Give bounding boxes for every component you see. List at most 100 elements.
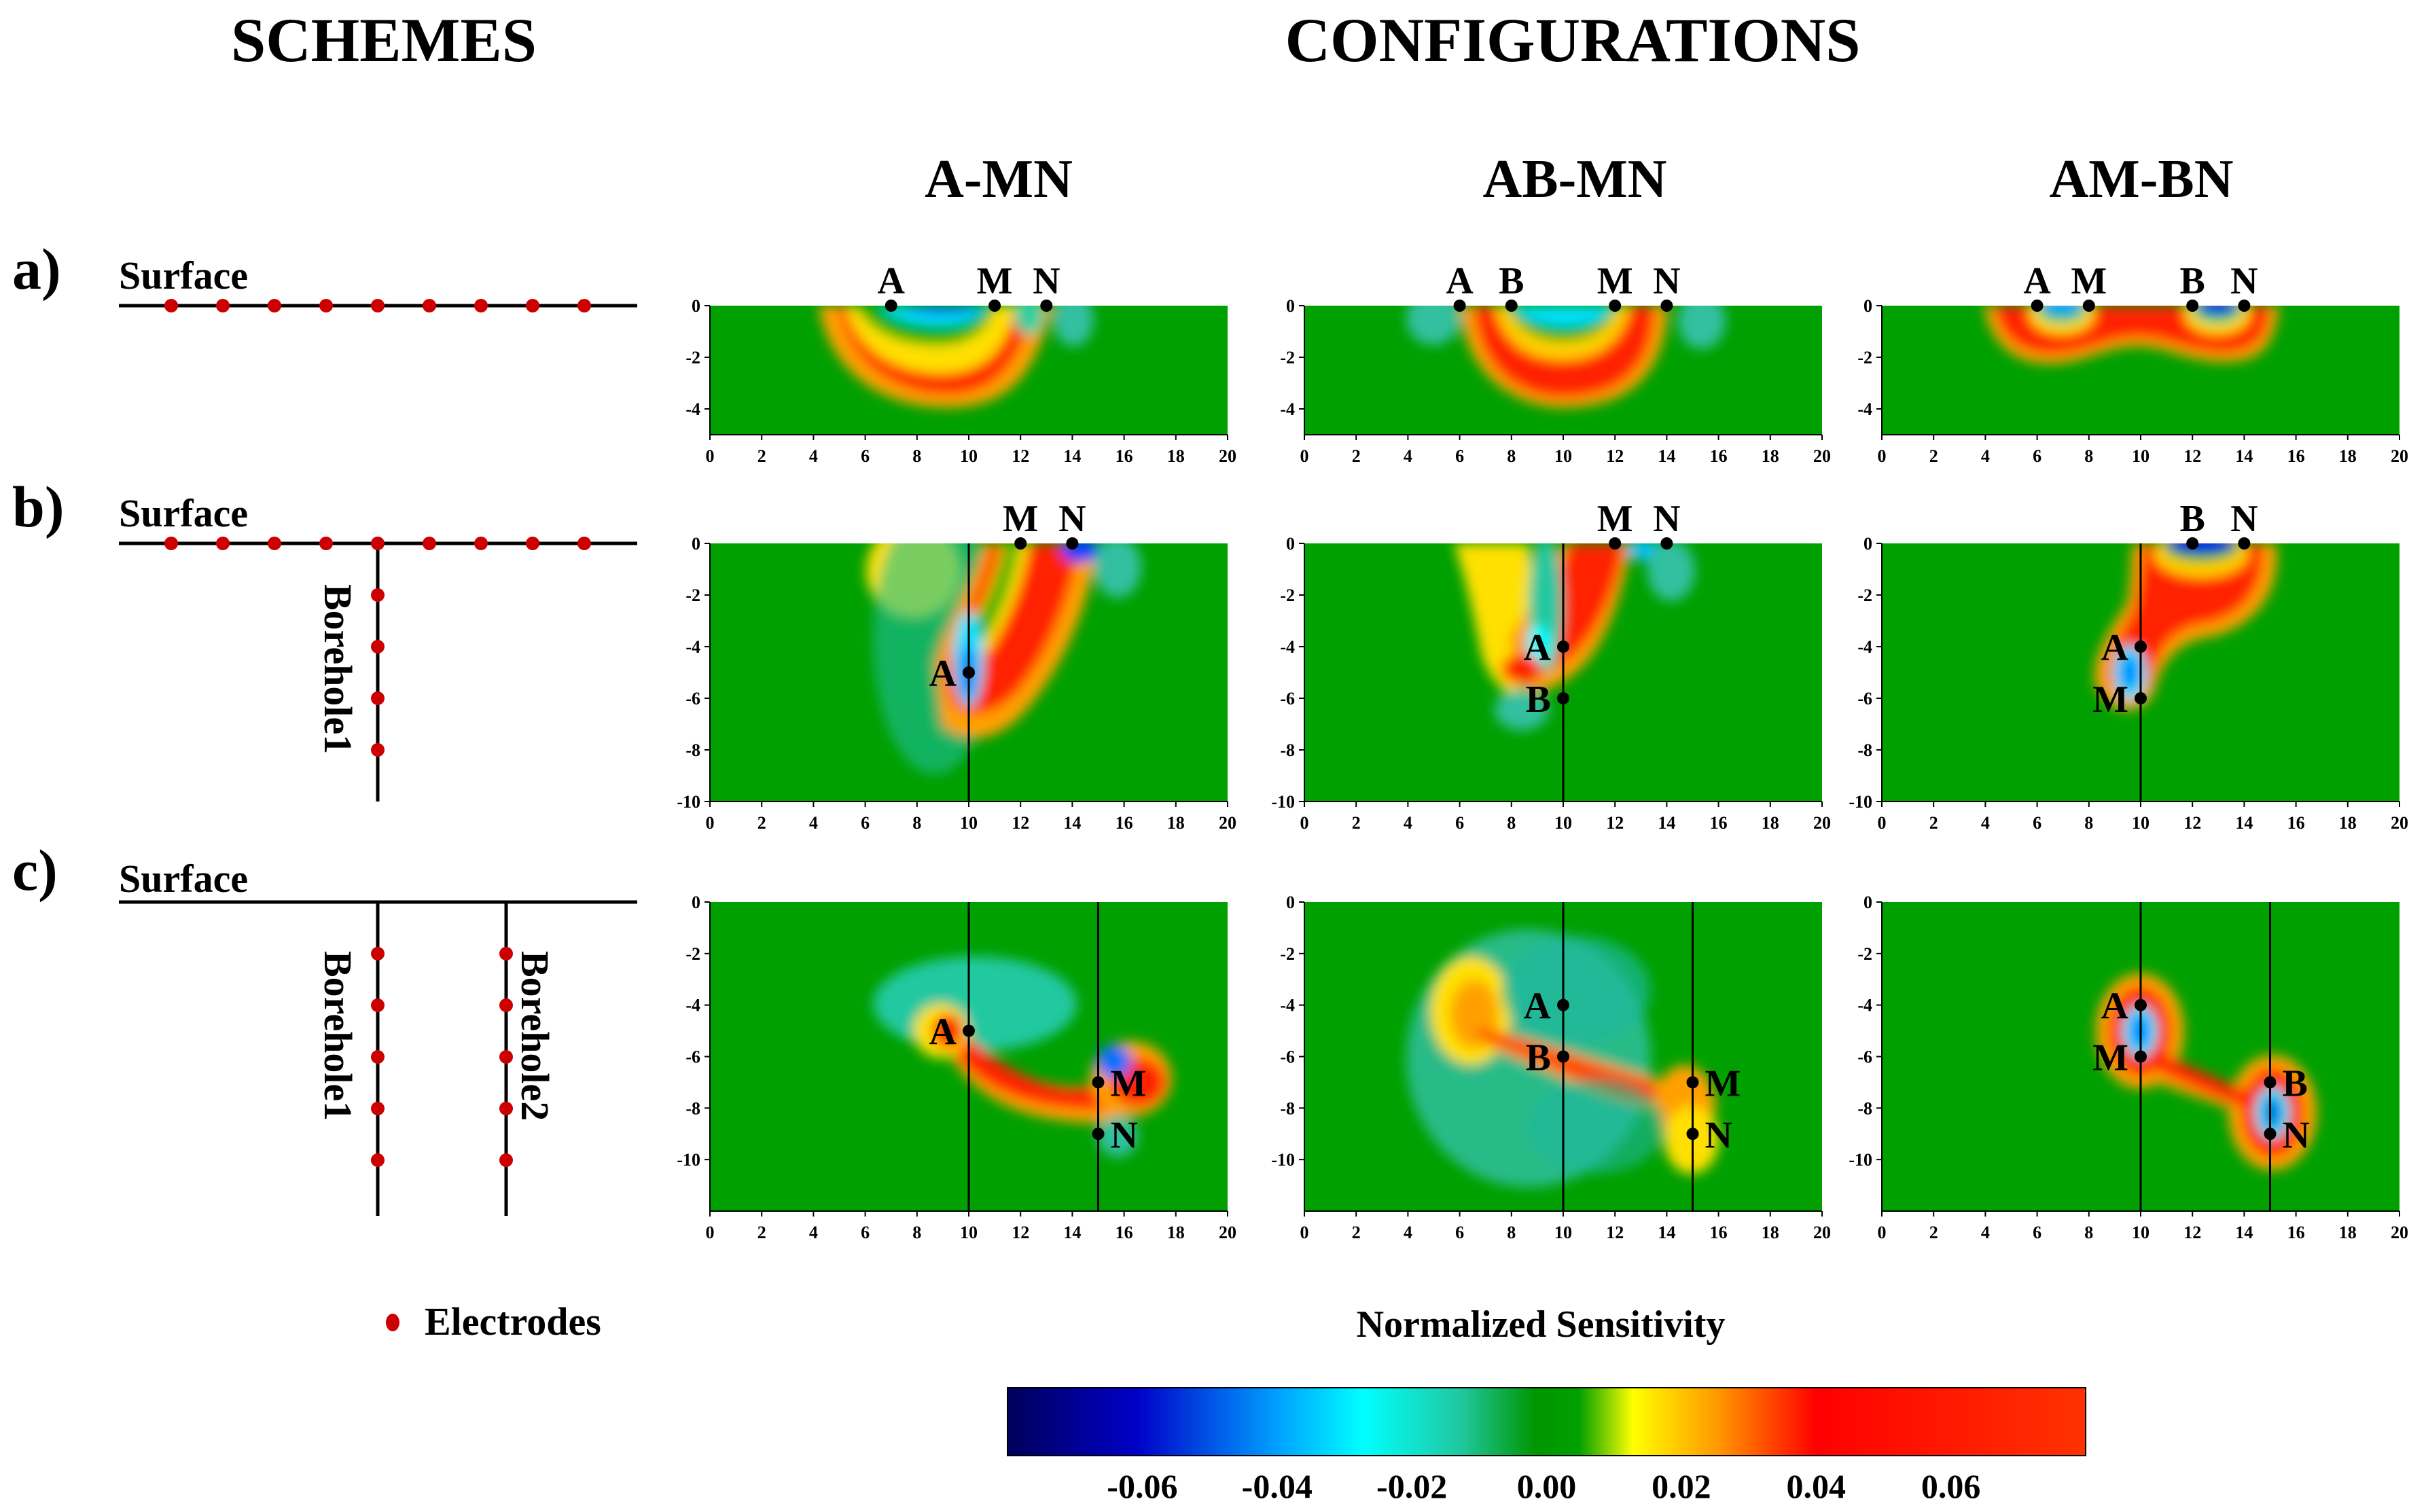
electrode-column-c bbox=[371, 947, 513, 1167]
y-tick-label: -2 bbox=[685, 348, 700, 367]
row-label-c: c) bbox=[12, 838, 58, 903]
electrode-label-N: N bbox=[1111, 1114, 1138, 1156]
x-tick-label: 14 bbox=[1658, 813, 1675, 833]
x-tick-label: 20 bbox=[2391, 1223, 2408, 1242]
y-tick-label: -4 bbox=[1280, 637, 1295, 657]
x-tick-label: 10 bbox=[1554, 446, 1572, 466]
y-tick-label: -2 bbox=[1280, 348, 1295, 367]
y-tick-label: -6 bbox=[1280, 689, 1295, 708]
x-tick-label: 18 bbox=[1167, 813, 1185, 833]
x-tick-label: 4 bbox=[1404, 446, 1412, 466]
plot-overlay-c-ab-mn: 0 2 4 6 8 10 12 14 16 18 20 0 -2 -4 -6 -8 -10 AB MN bbox=[1271, 893, 1831, 1242]
x-tick-label: 18 bbox=[1762, 813, 1779, 833]
y-tick-label: 0 bbox=[692, 893, 700, 912]
x-tick-label: 16 bbox=[1710, 1223, 1728, 1242]
y-tick-label: -6 bbox=[1857, 1047, 1872, 1067]
electrode-A bbox=[2135, 641, 2147, 653]
x-tick-label: 4 bbox=[1981, 446, 1990, 466]
x-tick-label: 10 bbox=[960, 813, 978, 833]
electrode-label-M: M bbox=[1705, 1062, 1741, 1104]
electrode-A bbox=[963, 1024, 975, 1037]
colorbar-tick-label: -0.06 bbox=[1107, 1467, 1177, 1505]
x-tick-label: 16 bbox=[1116, 813, 1133, 833]
scheme-b: Surface Borehole1 bbox=[119, 491, 637, 802]
x-tick-label: 6 bbox=[861, 813, 870, 833]
electrode-B bbox=[2186, 300, 2199, 312]
y-tick-label: -6 bbox=[1280, 1047, 1295, 1067]
electrode-M bbox=[1686, 1076, 1699, 1089]
y-tick-label: -8 bbox=[685, 1098, 700, 1118]
y-tick-label: -8 bbox=[1280, 740, 1295, 760]
electrode-A bbox=[1557, 641, 1569, 653]
electrode-label-A: A bbox=[2101, 986, 2129, 1028]
electrode-M bbox=[1609, 537, 1622, 550]
y-tick-label: -6 bbox=[685, 689, 700, 708]
x-tick-label: 8 bbox=[2084, 813, 2093, 833]
x-tick-label: 14 bbox=[1658, 446, 1675, 466]
x-tick-label: 6 bbox=[2033, 446, 2041, 466]
y-tick-label: 0 bbox=[1863, 534, 1872, 554]
electrode-B bbox=[1557, 1050, 1569, 1063]
electrode-label-A: A bbox=[1446, 260, 1474, 302]
x-tick-label: 0 bbox=[1878, 446, 1887, 466]
x-tick-label: 12 bbox=[1012, 813, 1029, 833]
plot-overlay-b-am-bn: 0 2 4 6 8 10 12 14 16 18 20 0 -2 -4 -6 -8 -10 B N AM bbox=[1849, 498, 2408, 833]
y-tick-label: 0 bbox=[692, 296, 700, 316]
electrode-label-M: M bbox=[1597, 260, 1633, 302]
y-tick-label: 0 bbox=[1863, 893, 1872, 912]
electrode-N bbox=[1686, 1128, 1699, 1140]
x-tick-label: 6 bbox=[861, 446, 870, 466]
x-tick-label: 4 bbox=[1404, 813, 1412, 833]
y-tick-label: -2 bbox=[1280, 944, 1295, 964]
x-tick-label: 10 bbox=[1554, 1223, 1572, 1242]
x-tick-label: 10 bbox=[2132, 446, 2149, 466]
electrode-B bbox=[1557, 692, 1569, 704]
y-tick-label: -4 bbox=[685, 637, 700, 657]
electrode-label-A: A bbox=[877, 260, 905, 302]
y-tick-label: 0 bbox=[1286, 296, 1295, 316]
x-tick-label: 16 bbox=[1710, 446, 1728, 466]
electrode-M bbox=[2135, 692, 2147, 704]
x-tick-label: 0 bbox=[706, 1223, 715, 1242]
x-tick-label: 6 bbox=[1455, 446, 1464, 466]
electrode-marker-icon bbox=[386, 1314, 399, 1331]
scheme-a: Surface bbox=[119, 253, 637, 312]
electrode-label-M: M bbox=[1111, 1062, 1147, 1104]
surface-label-a: Surface bbox=[119, 253, 248, 298]
colorbar-tick-label: -0.04 bbox=[1242, 1467, 1313, 1505]
x-tick-label: 20 bbox=[1813, 813, 1831, 833]
y-tick-label: -8 bbox=[685, 740, 700, 760]
x-tick-label: 6 bbox=[1455, 813, 1464, 833]
x-tick-label: 2 bbox=[757, 446, 766, 466]
electrode-B bbox=[2186, 537, 2199, 550]
y-tick-label: -8 bbox=[1857, 1098, 1872, 1118]
x-tick-label: 12 bbox=[2183, 813, 2201, 833]
y-tick-label: -4 bbox=[1280, 399, 1295, 419]
y-tick-label: -2 bbox=[685, 944, 700, 964]
y-tick-label: -6 bbox=[1857, 689, 1872, 708]
panel-a-amn bbox=[710, 306, 1228, 435]
y-tick-label: -4 bbox=[1857, 996, 1872, 1015]
x-tick-label: 0 bbox=[1878, 1223, 1887, 1242]
x-tick-label: 8 bbox=[1507, 446, 1516, 466]
x-tick-label: 4 bbox=[809, 446, 818, 466]
x-tick-label: 4 bbox=[809, 813, 818, 833]
electrode-M bbox=[2082, 300, 2095, 312]
electrode-label-M: M bbox=[1597, 498, 1633, 540]
electrode-N bbox=[2264, 1128, 2277, 1140]
electrode-label-A: A bbox=[929, 1011, 957, 1054]
x-tick-label: 10 bbox=[1554, 813, 1572, 833]
y-tick-label: 0 bbox=[1286, 893, 1295, 912]
y-tick-label: -2 bbox=[1857, 944, 1872, 964]
electrode-label-N: N bbox=[1653, 498, 1680, 540]
electrode-label-A: A bbox=[1524, 986, 1552, 1028]
y-tick-label: -4 bbox=[1857, 637, 1872, 657]
electrode-A bbox=[963, 666, 975, 679]
x-tick-label: 18 bbox=[1167, 446, 1185, 466]
electrode-N bbox=[1040, 300, 1053, 312]
colorbar-tick-label: 0.00 bbox=[1517, 1467, 1577, 1505]
x-tick-label: 2 bbox=[757, 813, 766, 833]
x-tick-label: 4 bbox=[1981, 1223, 1990, 1242]
x-tick-label: 16 bbox=[2287, 446, 2305, 466]
borehole2-label-c: Borehole2 bbox=[513, 951, 557, 1121]
